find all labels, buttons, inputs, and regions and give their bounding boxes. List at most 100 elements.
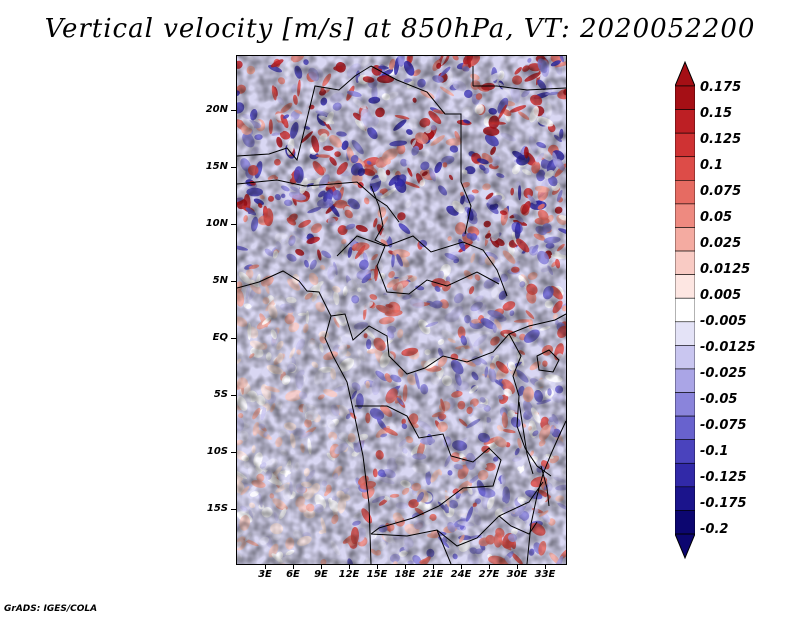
colorbar-label: 0.175 [700,80,742,95]
lat-tick [231,224,236,225]
lon-label-6e: 6E [286,569,300,580]
border-central-1 [336,235,500,295]
colorbar-segment [675,203,695,228]
lat-tick [231,452,236,453]
border-angola [355,405,502,535]
lon-tick [377,564,378,569]
lat-label-10s: 10S [206,446,228,457]
lat-label-eq: EQ [212,332,228,343]
colorbar-segment [675,462,695,488]
chart-title: Vertical velocity [m/s] at 850hPa, VT: 2… [44,14,756,44]
colorbar-segment [675,227,695,252]
lon-label-21e: 21E [422,569,444,580]
colorbar-label: 0.125 [700,132,742,147]
lon-tick [461,564,462,569]
border-southeast [498,515,538,535]
colorbar-label: -0.0125 [700,340,756,355]
colorbar-label: 0.05 [700,210,733,225]
colorbar-label: -0.075 [700,418,747,433]
colorbar-segment [675,180,695,205]
colorbar-segment [675,486,695,511]
colorbar-segment [675,368,695,393]
border-south-1 [370,481,544,547]
colorbar-segment [675,345,695,370]
colorbar-label: 0.0125 [700,262,751,277]
colorbar-label: 0.1 [700,158,724,173]
colorbar-label: 0.005 [700,288,742,303]
border-north-2 [370,65,472,235]
colorbar-segment [675,156,695,181]
lat-tick [231,338,236,339]
border-sahel [237,179,400,223]
lake-malawi [540,465,550,507]
lat-tick [231,509,236,510]
lon-tick [517,564,518,569]
lat-label-10n: 10N [205,218,228,229]
lat-label-20n: 20N [205,104,228,115]
lat-tick [231,167,236,168]
lon-label-24e: 24E [450,569,472,580]
colorbar-bottom-arrow [675,533,695,560]
lon-tick [405,564,406,569]
border-congo [330,313,566,375]
lon-label-27e: 27E [478,569,500,580]
lat-label-5n: 5N [212,275,228,286]
field-texture [237,56,566,564]
colorbar-label: 0.15 [700,106,733,121]
coastlines-and-borders [237,65,566,564]
lon-label-30e: 30E [506,569,528,580]
lat-tick [231,110,236,111]
colorbar-segment [675,109,695,134]
colorbar [675,60,695,560]
lake-tanganyika [518,401,534,475]
lon-tick [293,564,294,569]
colorbar-label: -0.05 [700,392,738,407]
colorbar-segment [675,250,695,275]
map-panel [236,55,567,565]
lat-label-5s: 5S [213,389,228,400]
colorbar-segment [675,274,695,299]
lon-tick [545,564,546,569]
lon-label-12e: 12E [338,569,360,580]
colorbar-label: -0.1 [700,444,729,459]
lon-tick [265,564,266,569]
colorbar-label: -0.125 [700,470,747,485]
colorbar-segment [675,321,695,346]
colorbar-label: -0.005 [700,314,747,329]
colorbar-top-arrow [675,60,695,87]
colorbar-label: 0.075 [700,184,742,199]
colorbar-segment [675,297,695,323]
lon-tick [321,564,322,569]
lon-tick [349,564,350,569]
lon-label-18e: 18E [394,569,416,580]
lon-tick [489,564,490,569]
lon-tick [433,564,434,569]
colorbar-segment [675,132,695,158]
border-east-lakes [508,333,552,477]
colorbar-label: -0.2 [700,522,729,537]
border-north-east [473,85,566,91]
map-canvas [237,56,566,564]
lon-label-3e: 3E [258,569,272,580]
lon-label-15e: 15E [366,569,388,580]
colorbar-segment [675,415,695,440]
colorbar-label: -0.175 [700,496,747,511]
colorbar-segment [675,439,695,464]
lake-victoria [536,349,560,373]
lat-label-15s: 15S [206,503,228,514]
lon-label-9e: 9E [314,569,328,580]
lat-tick [231,395,236,396]
west-africa-coastline [237,270,372,564]
lat-tick [231,281,236,282]
lat-label-15n: 15N [205,161,228,172]
border-south-2 [436,529,452,564]
colorbar-segment [675,510,695,535]
border-lake-chad [370,185,508,297]
colorbar-label: 0.025 [700,236,742,251]
colorbar-segment [675,392,695,417]
footer-credit: GrADS: IGES/COLA [4,604,98,614]
lon-label-33e: 33E [534,569,556,580]
colorbar-label: -0.025 [700,366,747,381]
colorbar-segment [675,85,695,110]
border-north-1 [237,65,372,162]
